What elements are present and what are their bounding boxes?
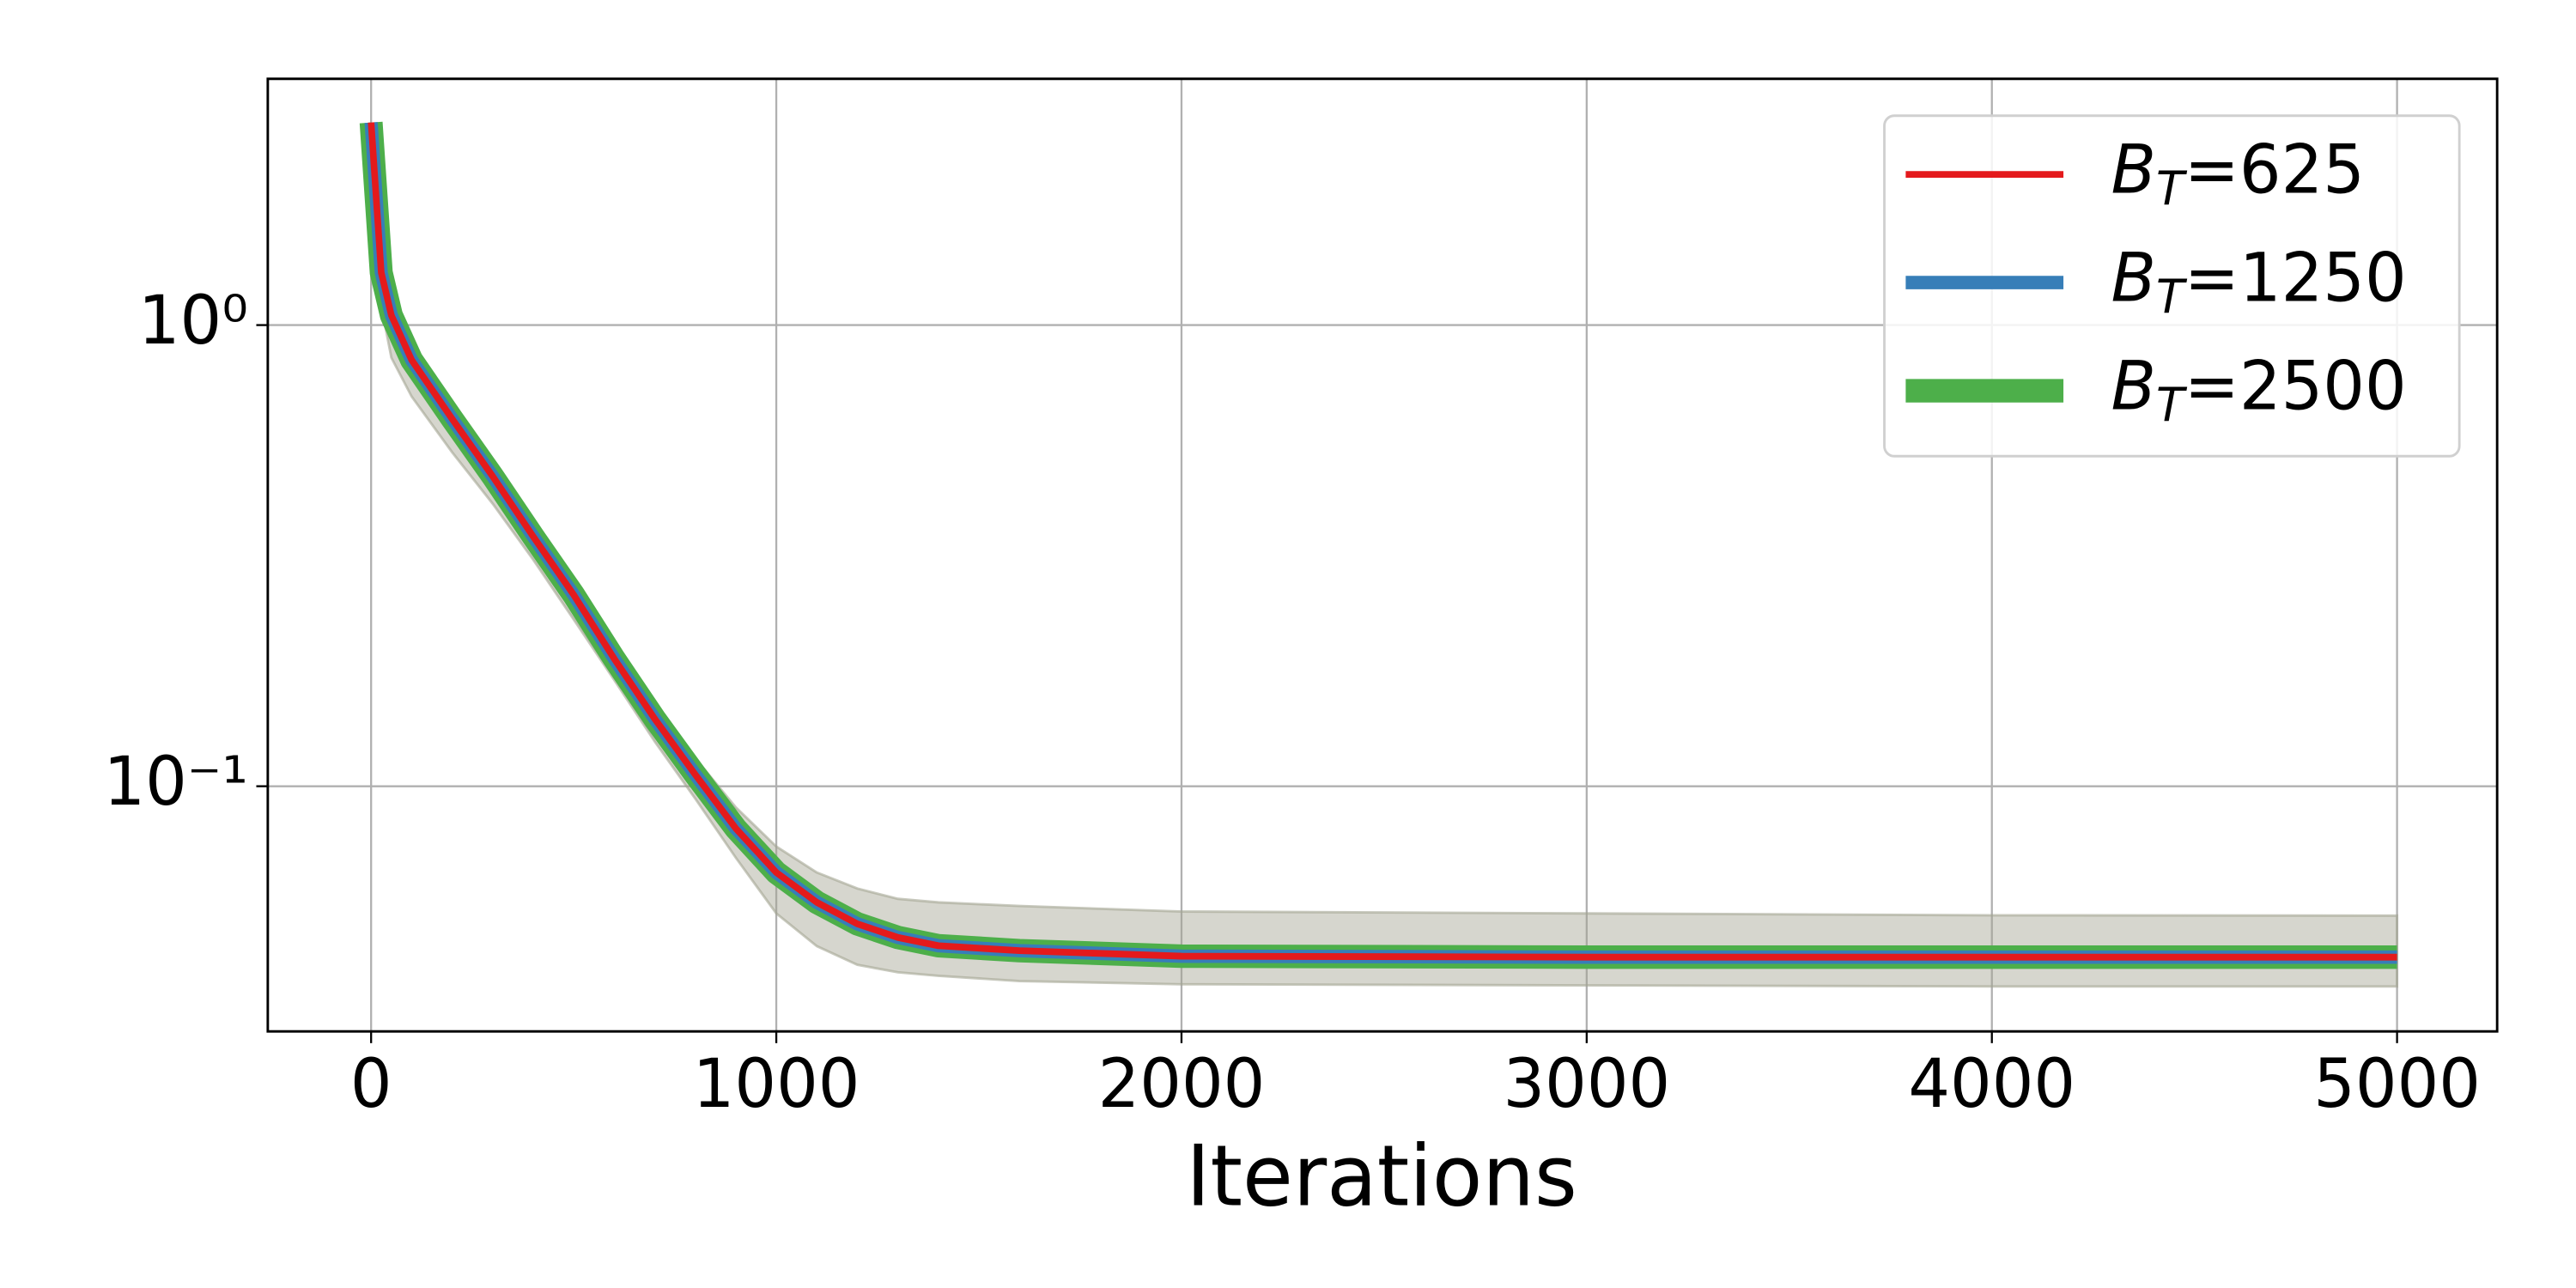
- axes-frame: [266, 77, 2499, 1033]
- legend: BT=625 BT=1250 BT=2500: [1883, 114, 2461, 458]
- legend-label: BT=2500: [2111, 348, 2407, 432]
- legend-box: [1883, 114, 2461, 458]
- ticks: 0 1000 2000 3000 4000 5000 10⁰ 10⁻¹: [103, 282, 2481, 1123]
- legend-label: BT=1250: [2111, 240, 2407, 324]
- x-tick-label: 5000: [2313, 1045, 2481, 1123]
- x-axis-label: Iterations: [1186, 1127, 1577, 1225]
- y-tick-label: 10⁰: [138, 282, 248, 360]
- y-tick-label: 10⁻¹: [103, 743, 247, 821]
- plot-area: [359, 121, 2399, 988]
- line-series: [368, 122, 2397, 961]
- x-tick-label: 4000: [1908, 1045, 2075, 1123]
- x-tick-label: 2000: [1098, 1045, 1266, 1123]
- x-tick-label: 3000: [1503, 1045, 1670, 1123]
- legend-label: BT=625: [2111, 131, 2365, 216]
- x-tick-label: 1000: [693, 1045, 860, 1123]
- x-tick-label: 0: [350, 1045, 392, 1123]
